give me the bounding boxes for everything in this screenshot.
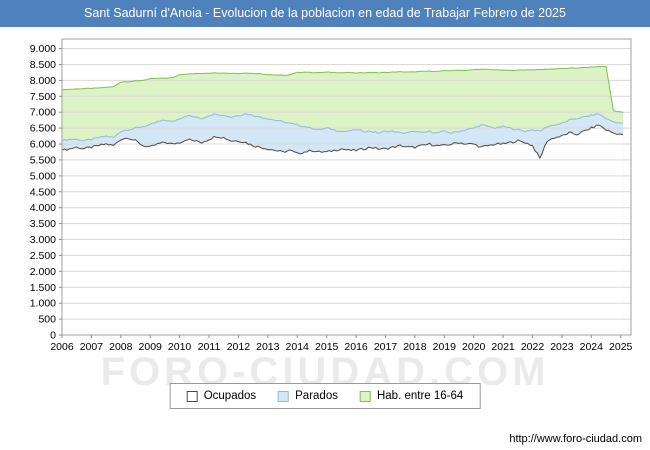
svg-text:2009: 2009 [139, 341, 163, 353]
svg-text:8.000: 8.000 [30, 75, 56, 87]
svg-text:4.500: 4.500 [30, 186, 56, 198]
svg-text:7.000: 7.000 [30, 107, 56, 119]
legend-swatch-hab-16-64 [359, 390, 371, 402]
svg-text:2014: 2014 [286, 341, 310, 353]
foro-ciudad-link[interactable]: http://www.foro-ciudad.com [509, 433, 642, 445]
svg-text:2.500: 2.500 [30, 250, 56, 262]
svg-text:7.500: 7.500 [30, 91, 56, 103]
svg-text:2016: 2016 [344, 341, 368, 353]
legend-item-hab-16-64: Hab. entre 16-64 [359, 390, 464, 402]
legend-swatch-parados [278, 390, 290, 402]
svg-text:2025: 2025 [609, 341, 633, 353]
svg-text:2019: 2019 [433, 341, 457, 353]
svg-text:2022: 2022 [521, 341, 545, 353]
legend-label-parados: Parados [295, 390, 338, 402]
svg-text:6.500: 6.500 [30, 123, 56, 135]
svg-text:1.000: 1.000 [30, 298, 56, 310]
legend-item-parados: Parados [278, 390, 338, 402]
svg-text:4.000: 4.000 [30, 202, 56, 214]
svg-text:2006: 2006 [50, 341, 74, 353]
chart-title-bar: Sant Sadurní d'Anoia - Evolucion de la p… [0, 0, 650, 27]
svg-text:2013: 2013 [256, 341, 280, 353]
svg-text:2021: 2021 [491, 341, 515, 353]
svg-text:1.500: 1.500 [30, 282, 56, 294]
svg-text:2024: 2024 [580, 341, 604, 353]
svg-text:2023: 2023 [550, 341, 574, 353]
svg-text:2008: 2008 [109, 341, 133, 353]
svg-text:2007: 2007 [80, 341, 104, 353]
svg-text:2017: 2017 [374, 341, 398, 353]
svg-text:0: 0 [50, 330, 56, 342]
legend-label-hab-16-64: Hab. entre 16-64 [376, 390, 464, 402]
svg-text:3.000: 3.000 [30, 234, 56, 246]
svg-text:2.000: 2.000 [30, 266, 56, 278]
svg-text:5.500: 5.500 [30, 154, 56, 166]
svg-text:2012: 2012 [227, 341, 251, 353]
svg-text:2010: 2010 [168, 341, 192, 353]
svg-text:5.000: 5.000 [30, 170, 56, 182]
population-chart: 0 500 1.000 1.500 2.000 2.500 3.000 3.500 4.000 4… [0, 27, 650, 362]
svg-text:9.000: 9.000 [30, 43, 56, 55]
legend-item-ocupados: Ocupados [186, 390, 257, 402]
svg-text:2020: 2020 [462, 341, 486, 353]
legend-label-ocupados: Ocupados [203, 390, 257, 402]
chart-canvas: 0 500 1.000 1.500 2.000 2.500 3.000 3.500 4.000 4… [30, 38, 633, 353]
svg-text:500: 500 [38, 314, 56, 326]
svg-text:6.000: 6.000 [30, 139, 56, 151]
legend-swatch-ocupados [186, 390, 198, 402]
chart-legend: Ocupados Parados Hab. entre 16-64 [169, 383, 481, 409]
svg-text:2015: 2015 [315, 341, 339, 353]
svg-text:8.500: 8.500 [30, 59, 56, 71]
svg-text:3.500: 3.500 [30, 218, 56, 230]
svg-text:2011: 2011 [198, 341, 221, 353]
svg-text:2018: 2018 [403, 341, 427, 353]
